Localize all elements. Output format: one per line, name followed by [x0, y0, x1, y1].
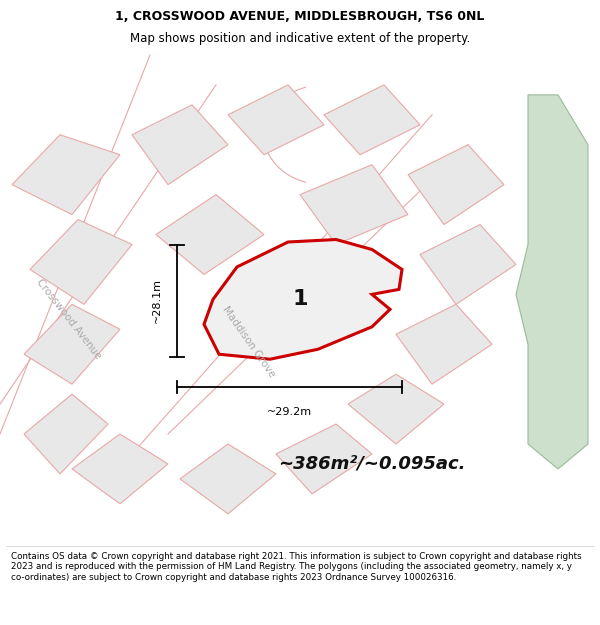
Text: 1, CROSSWOOD AVENUE, MIDDLESBROUGH, TS6 0NL: 1, CROSSWOOD AVENUE, MIDDLESBROUGH, TS6 … [115, 10, 485, 23]
Polygon shape [420, 224, 516, 304]
Polygon shape [348, 374, 444, 444]
Text: Crosswood Avenue: Crosswood Avenue [35, 278, 103, 361]
Polygon shape [30, 219, 132, 304]
Text: 1: 1 [292, 289, 308, 309]
Text: Map shows position and indicative extent of the property.: Map shows position and indicative extent… [130, 32, 470, 46]
Text: ~386m²/~0.095ac.: ~386m²/~0.095ac. [278, 455, 466, 473]
Polygon shape [396, 304, 492, 384]
Text: Contains OS data © Crown copyright and database right 2021. This information is : Contains OS data © Crown copyright and d… [11, 552, 581, 582]
Polygon shape [72, 434, 168, 504]
Polygon shape [12, 135, 120, 214]
Polygon shape [324, 85, 420, 155]
Polygon shape [132, 105, 228, 184]
Polygon shape [156, 194, 264, 274]
Polygon shape [24, 304, 120, 384]
Text: ~29.2m: ~29.2m [267, 407, 312, 417]
Polygon shape [204, 239, 402, 359]
Polygon shape [24, 394, 108, 474]
Text: ~28.1m: ~28.1m [152, 278, 162, 323]
Text: Maddison Grove: Maddison Grove [221, 304, 277, 379]
Polygon shape [228, 85, 324, 155]
Polygon shape [516, 95, 588, 469]
Polygon shape [408, 145, 504, 224]
Polygon shape [276, 424, 372, 494]
Polygon shape [180, 444, 276, 514]
Polygon shape [300, 165, 408, 244]
